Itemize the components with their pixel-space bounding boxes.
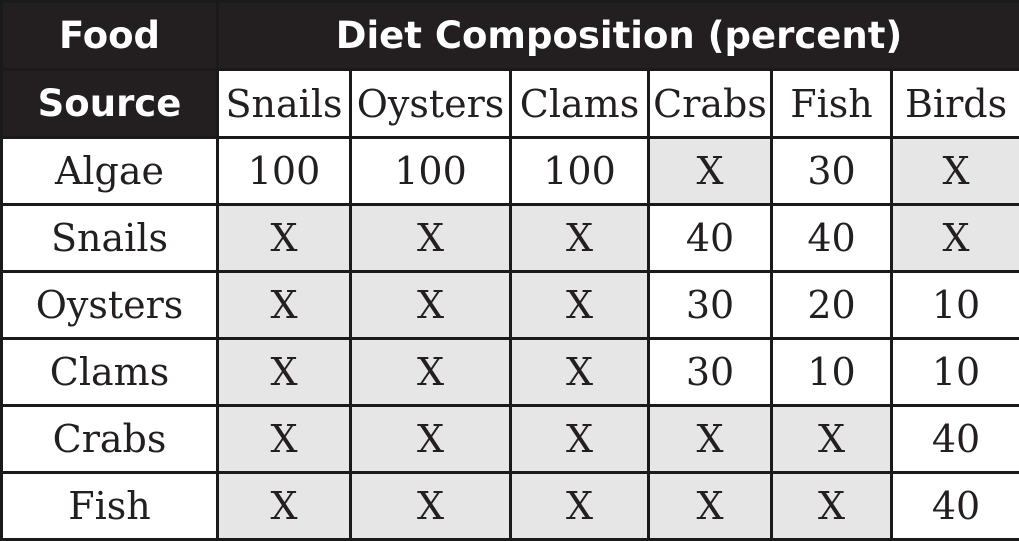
- table-cell-not-applicable: X: [218, 406, 351, 473]
- table-cell: 10: [892, 272, 1019, 339]
- table-cell: 20: [772, 272, 892, 339]
- table-cell-not-applicable: X: [351, 272, 511, 339]
- table-cell-not-applicable: X: [218, 272, 351, 339]
- table-cell: 40: [649, 205, 772, 272]
- table-cell-not-applicable: X: [218, 339, 351, 406]
- table-cell: 40: [892, 406, 1019, 473]
- row-label: Snails: [2, 205, 218, 272]
- table-cell-not-applicable: X: [892, 138, 1019, 205]
- table-cell: 10: [772, 339, 892, 406]
- table-cell-not-applicable: X: [218, 205, 351, 272]
- table-cell-not-applicable: X: [511, 339, 649, 406]
- table-cell: 10: [892, 339, 1019, 406]
- column-header-oysters: Oysters: [351, 70, 511, 138]
- row-label: Crabs: [2, 406, 218, 473]
- table-cell-not-applicable: X: [892, 205, 1019, 272]
- table-cell: 40: [892, 473, 1019, 540]
- header-row-2: Source Snails Oysters Clams Crabs Fish B…: [2, 70, 1019, 138]
- diet-composition-header: Diet Composition (percent): [218, 2, 1019, 70]
- table-cell: 100: [511, 138, 649, 205]
- table-cell-not-applicable: X: [649, 473, 772, 540]
- column-header-crabs: Crabs: [649, 70, 772, 138]
- table-cell-not-applicable: X: [511, 406, 649, 473]
- column-header-clams: Clams: [511, 70, 649, 138]
- column-header-birds: Birds: [892, 70, 1019, 138]
- food-source-header-line2: Source: [2, 70, 218, 138]
- header-row-1: Food Diet Composition (percent): [2, 2, 1019, 70]
- table-cell: 100: [218, 138, 351, 205]
- table-cell: 30: [649, 272, 772, 339]
- row-label: Algae: [2, 138, 218, 205]
- table-cell-not-applicable: X: [511, 272, 649, 339]
- table-cell: 30: [772, 138, 892, 205]
- food-source-header-line1: Food: [2, 2, 218, 70]
- table-cell-not-applicable: X: [649, 406, 772, 473]
- row-label: Oysters: [2, 272, 218, 339]
- row-label: Fish: [2, 473, 218, 540]
- column-header-fish: Fish: [772, 70, 892, 138]
- table-cell-not-applicable: X: [351, 473, 511, 540]
- table-cell-not-applicable: X: [649, 138, 772, 205]
- table-cell-not-applicable: X: [218, 473, 351, 540]
- table-cell: 30: [649, 339, 772, 406]
- column-header-snails: Snails: [218, 70, 351, 138]
- table-cell: 40: [772, 205, 892, 272]
- table-cell-not-applicable: X: [772, 473, 892, 540]
- table-cell-not-applicable: X: [511, 473, 649, 540]
- row-label: Clams: [2, 339, 218, 406]
- table-cell-not-applicable: X: [511, 205, 649, 272]
- table-cell-not-applicable: X: [772, 406, 892, 473]
- table-cell-not-applicable: X: [351, 205, 511, 272]
- table-cell-not-applicable: X: [351, 339, 511, 406]
- table-cell-not-applicable: X: [351, 406, 511, 473]
- table-cell: 100: [351, 138, 511, 205]
